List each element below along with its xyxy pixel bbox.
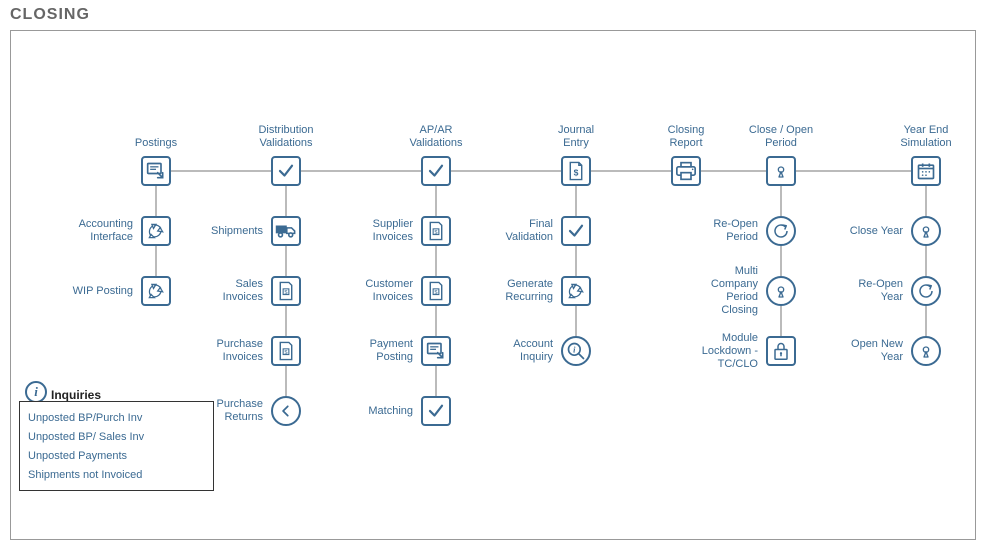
label-yearend-1: Re-OpenYear: [813, 278, 903, 304]
inquiries-item[interactable]: Unposted BP/Purch Inv: [28, 410, 205, 426]
keyhole-icon: [918, 343, 934, 359]
inquiries-item[interactable]: Unposted Payments: [28, 448, 205, 464]
keyhole-icon: [773, 283, 789, 299]
invoice-doc-icon: $: [427, 221, 445, 241]
recycle-icon: [566, 281, 586, 301]
label-apar-3: Matching: [323, 405, 413, 418]
label-yearend-0: Close Year: [813, 225, 903, 238]
lock-icon: [772, 341, 790, 361]
check-icon: [277, 162, 295, 180]
node-postings[interactable]: [141, 156, 171, 186]
inquiries-box: Unposted BP/Purch Inv Unposted BP/ Sales …: [19, 401, 214, 491]
label-journal-0: FinalValidation: [463, 218, 553, 244]
keyhole-icon: [773, 163, 789, 179]
node-yearend[interactable]: [911, 156, 941, 186]
node-period-2[interactable]: [766, 336, 796, 366]
page-title: CLOSING: [10, 6, 90, 24]
check-icon: [567, 222, 585, 240]
calendar-icon: [916, 161, 936, 181]
label-postings-1: WIP Posting: [43, 285, 133, 298]
node-distval-1[interactable]: $: [271, 276, 301, 306]
recycle-icon: [146, 221, 166, 241]
label-distval-2: PurchaseInvoices: [173, 338, 263, 364]
inquiries-item[interactable]: Shipments not Invoiced: [28, 467, 205, 483]
label-yearend: Year EndSimulation: [881, 124, 971, 150]
label-apar-1: CustomerInvoices: [323, 278, 413, 304]
node-journal-2[interactable]: i: [561, 336, 591, 366]
label-postings-0: AccountingInterface: [43, 218, 133, 244]
posting-icon: [426, 341, 446, 361]
back-icon: [279, 404, 293, 418]
refresh-icon: [772, 222, 790, 240]
svg-text:$: $: [574, 167, 579, 177]
node-yearend-2[interactable]: [911, 336, 941, 366]
diagram-frame: Postings DistributionValidations AP/ARVali…: [10, 30, 976, 540]
node-period-1[interactable]: [766, 276, 796, 306]
label-distval-1: SalesInvoices: [173, 278, 263, 304]
label-journal-2: AccountInquiry: [463, 338, 553, 364]
dollar-doc-icon: $: [567, 161, 585, 181]
label-distval-0: Shipments: [173, 225, 263, 238]
invoice-doc-icon: $: [277, 341, 295, 361]
printer-icon: [675, 161, 697, 181]
invoice-doc-icon: $: [277, 281, 295, 301]
posting-icon: [146, 161, 166, 181]
node-distval-3[interactable]: [271, 396, 301, 426]
label-period-1: MultiCompanyPeriodClosing: [668, 265, 758, 317]
label-report: ClosingReport: [641, 124, 731, 150]
node-distval-2[interactable]: $: [271, 336, 301, 366]
label-journal-1: GenerateRecurring: [463, 278, 553, 304]
truck-icon: [275, 222, 297, 240]
refresh-icon: [917, 282, 935, 300]
node-distval-0[interactable]: [271, 216, 301, 246]
node-yearend-0[interactable]: [911, 216, 941, 246]
label-postings: Postings: [111, 137, 201, 150]
keyhole-icon: [918, 223, 934, 239]
label-apar: AP/ARValidations: [391, 124, 481, 150]
node-apar-3[interactable]: [421, 396, 451, 426]
check-icon: [427, 402, 445, 420]
node-period[interactable]: [766, 156, 796, 186]
info-icon: i: [25, 381, 47, 403]
node-journal[interactable]: $: [561, 156, 591, 186]
node-apar[interactable]: [421, 156, 451, 186]
node-apar-0[interactable]: $: [421, 216, 451, 246]
node-postings-1[interactable]: [141, 276, 171, 306]
label-period: Close / OpenPeriod: [736, 124, 826, 150]
label-yearend-2: Open NewYear: [813, 338, 903, 364]
check-icon: [427, 162, 445, 180]
label-journal: JournalEntry: [531, 124, 621, 150]
node-postings-0[interactable]: [141, 216, 171, 246]
node-apar-1[interactable]: $: [421, 276, 451, 306]
label-distval: DistributionValidations: [241, 124, 331, 150]
info-icon: i: [566, 341, 586, 361]
label-period-2: ModuleLockdown -TC/CLO: [668, 332, 758, 371]
label-apar-2: PaymentPosting: [323, 338, 413, 364]
invoice-doc-icon: $: [427, 281, 445, 301]
node-report[interactable]: [671, 156, 701, 186]
svg-text:i: i: [573, 346, 576, 355]
node-period-0[interactable]: [766, 216, 796, 246]
inquiries-item[interactable]: Unposted BP/ Sales Inv: [28, 429, 205, 445]
inquiries-title: Inquiries: [51, 388, 101, 402]
diagram-canvas: Postings DistributionValidations AP/ARVali…: [11, 31, 975, 539]
label-period-0: Re-OpenPeriod: [668, 218, 758, 244]
label-apar-0: SupplierInvoices: [323, 218, 413, 244]
node-yearend-1[interactable]: [911, 276, 941, 306]
node-distval[interactable]: [271, 156, 301, 186]
recycle-icon: [146, 281, 166, 301]
node-journal-0[interactable]: [561, 216, 591, 246]
node-apar-2[interactable]: [421, 336, 451, 366]
node-journal-1[interactable]: [561, 276, 591, 306]
